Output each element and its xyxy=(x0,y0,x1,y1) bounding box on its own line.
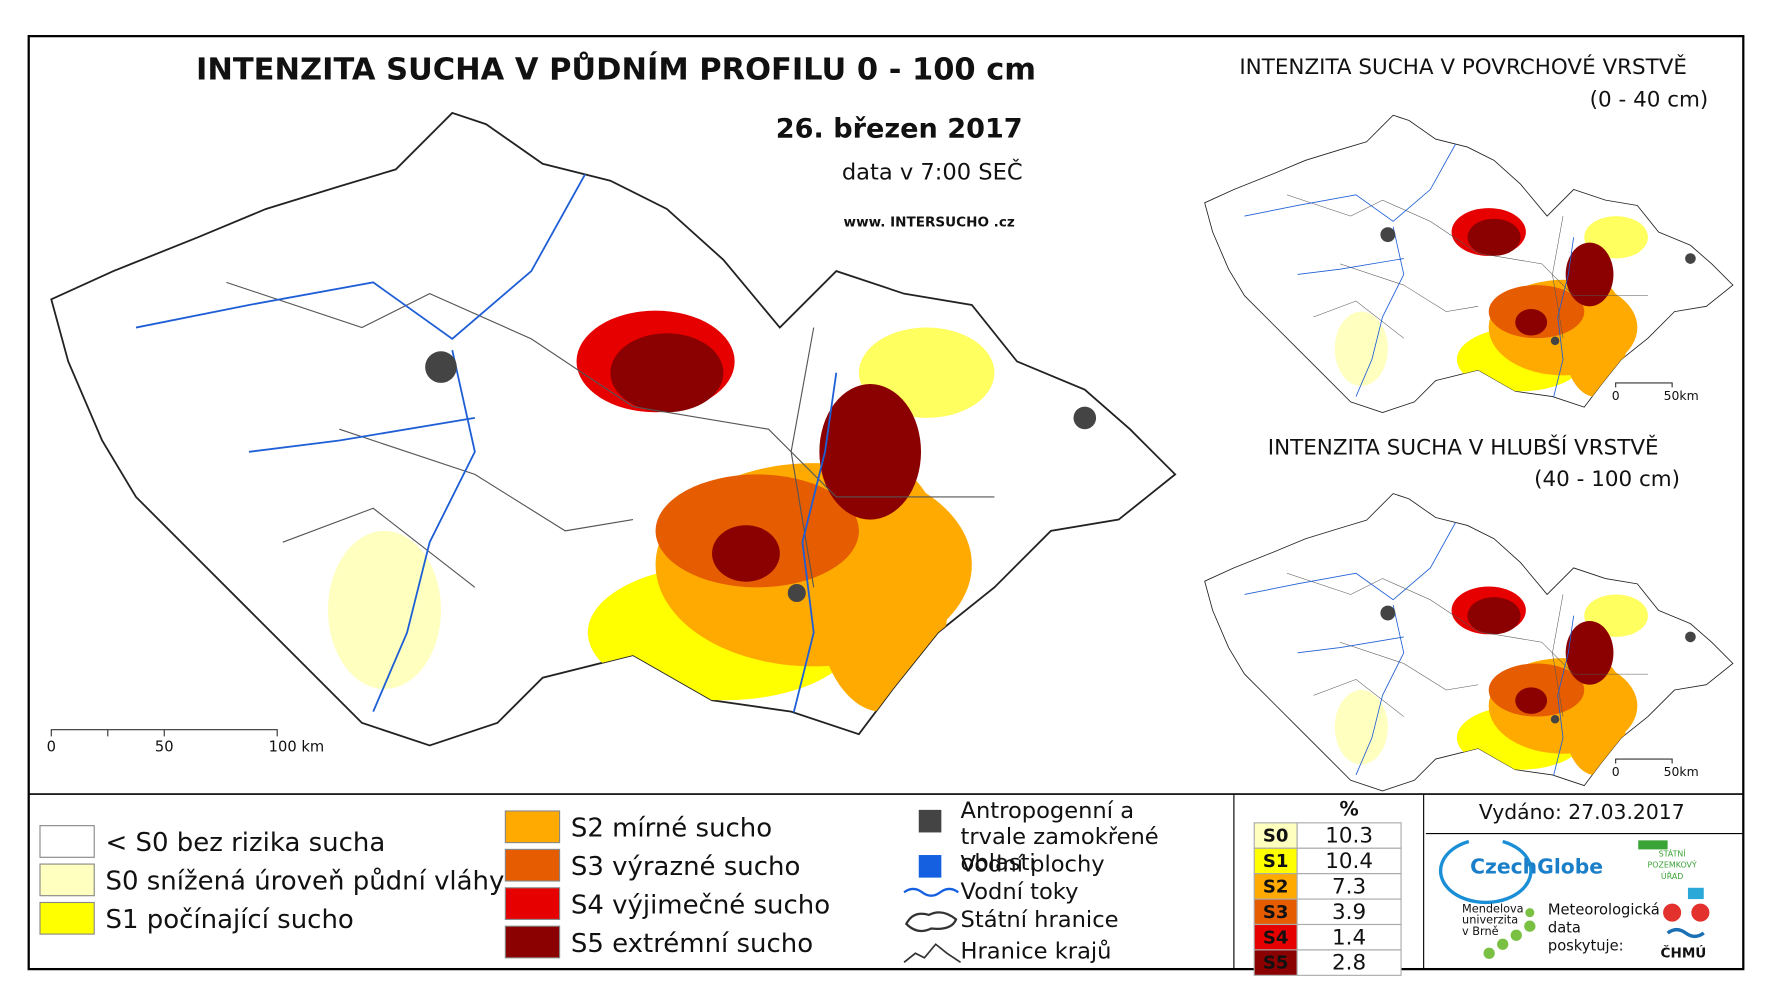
class-code: S0 xyxy=(1263,826,1289,847)
symbol-label: Antropogenní a trvale zamokřené oblasti xyxy=(961,797,1159,875)
class-code: S5 xyxy=(1263,953,1289,974)
value-cell xyxy=(1296,949,1402,976)
percent: 3.9 xyxy=(1332,900,1366,925)
value-cell xyxy=(1296,898,1402,926)
mendel-text: univerzita xyxy=(1462,914,1518,927)
symbol-label-line: trvale zamokřené xyxy=(961,823,1159,849)
scale-bar xyxy=(1615,758,1673,764)
chmu-text: ČHMÚ xyxy=(1661,943,1707,961)
legend-label: S2 mírné sucho xyxy=(571,814,772,844)
scale-label: 0 xyxy=(1612,764,1620,779)
provider-text: Meteorologická xyxy=(1548,901,1660,918)
surface-title: INTENZITA SUCHA V POVRCHOVÉ VRSTVĚ xyxy=(1239,54,1687,80)
legend-label: S0 snížená úroveň půdní vláhy xyxy=(106,867,505,897)
spu-text: ÚŘAD xyxy=(1661,870,1683,881)
provider-text: poskytuje: xyxy=(1548,938,1624,955)
table-header: % xyxy=(1339,797,1358,820)
symbol-label: Hranice krajů xyxy=(961,938,1112,965)
class-code: S1 xyxy=(1263,851,1289,872)
website: www. INTERSUCHO .cz xyxy=(844,215,1015,231)
mendel-text: v Brně xyxy=(1462,925,1499,938)
value-cell xyxy=(1296,923,1402,951)
percent: 7.3 xyxy=(1332,875,1366,900)
legend-label: S3 výrazné sucho xyxy=(571,852,801,882)
class-cell xyxy=(1253,898,1298,926)
value-cell xyxy=(1296,873,1402,900)
scale-label: 0 xyxy=(47,739,56,756)
percent: 1.4 xyxy=(1332,925,1366,950)
scale-label: 50 xyxy=(155,739,174,756)
symbol-state-border xyxy=(904,911,958,933)
czechglobe-text: CzechGlobe xyxy=(1470,854,1603,878)
class-cell xyxy=(1253,873,1298,900)
legend-label: < S0 bez rizika sucha xyxy=(106,828,386,858)
chmu-logo xyxy=(1663,887,1710,939)
provider-text: data xyxy=(1548,919,1581,936)
main-title: INTENZITA SUCHA V PŮDNÍM PROFILU 0 - 100… xyxy=(196,51,1036,88)
legend-label: S1 počínající sucho xyxy=(106,905,354,935)
deep-depth: (40 - 100 cm) xyxy=(1534,467,1680,492)
deep-title: INTENZITA SUCHA V HLUBŠÍ VRSTVĚ xyxy=(1268,434,1659,460)
scale-label: 100 km xyxy=(269,739,324,756)
class-cell xyxy=(1253,923,1298,951)
surface-depth: (0 - 40 cm) xyxy=(1590,88,1709,113)
percent: 10.4 xyxy=(1325,849,1373,874)
symbol-label: Vodní plochy xyxy=(961,852,1105,878)
mendel-logo xyxy=(1483,908,1536,959)
spu-text: POZEMKOVÝ xyxy=(1648,859,1697,870)
spu-text: STÁTNÍ xyxy=(1659,847,1687,858)
percent: 10.3 xyxy=(1325,824,1373,849)
class-cell xyxy=(1253,847,1298,875)
class-code: S3 xyxy=(1263,902,1289,923)
class-code: S4 xyxy=(1263,927,1289,948)
symbol-label: Státní hranice xyxy=(961,907,1119,933)
issued: Vydáno: 27.03.2017 xyxy=(1479,800,1685,824)
scale-bar xyxy=(50,729,278,737)
scale-label: 50km xyxy=(1664,764,1699,779)
symbol-region-border xyxy=(903,943,962,964)
scale-label: 0 xyxy=(1612,388,1620,403)
value-cell xyxy=(1296,847,1402,875)
legend-swatch xyxy=(504,848,561,882)
data-time: data v 7:00 SEČ xyxy=(842,157,1023,185)
date: 26. březen 2017 xyxy=(776,113,1023,144)
legend-swatch xyxy=(39,901,95,935)
percent: 2.8 xyxy=(1332,951,1366,976)
legend-swatch xyxy=(39,825,95,858)
scale-label: 50km xyxy=(1664,388,1699,403)
symbol-label: Vodní toky xyxy=(961,879,1079,905)
legend-label: S4 výjimečné sucho xyxy=(571,890,830,920)
symbol-label-line: Antropogenní a xyxy=(961,797,1134,823)
legend-swatch xyxy=(39,863,95,897)
legend-swatch xyxy=(504,925,561,959)
spu-logo xyxy=(1638,840,1668,850)
legend-swatch xyxy=(504,887,561,920)
symbol-water xyxy=(918,855,942,878)
mendel-text: Mendelova xyxy=(1462,902,1524,915)
symbol-river xyxy=(903,887,959,897)
legend-label: S5 extrémní sucho xyxy=(571,929,813,959)
symbol-anthropogenic xyxy=(918,809,942,833)
legend: < S0 bez rizika sucha S0 snížená úroveň p… xyxy=(39,810,830,959)
symbol-label-line: oblasti xyxy=(961,849,1036,875)
czechglobe-logo xyxy=(1438,839,1533,905)
stats-table: % S0 10.3 S1 10.4 S2 7.3 S3 3.9 S4 1.4 S5 2.8 xyxy=(1253,797,1402,976)
class-code: S2 xyxy=(1263,877,1289,898)
legend-swatch xyxy=(504,810,561,844)
scale-bar xyxy=(1615,382,1673,388)
